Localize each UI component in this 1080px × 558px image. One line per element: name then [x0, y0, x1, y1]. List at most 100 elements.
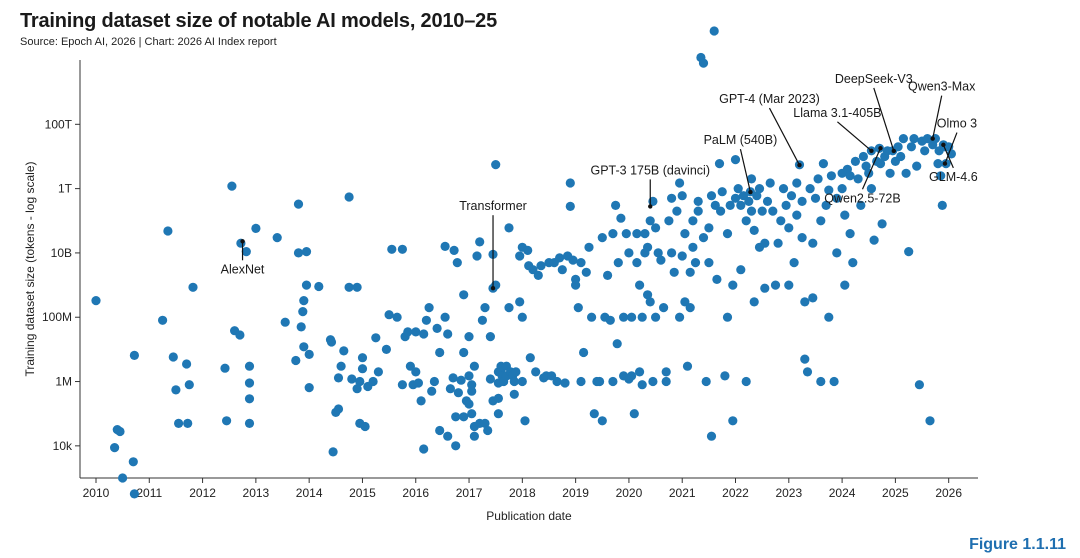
- data-point: [613, 258, 623, 268]
- x-tick-label: 2021: [669, 486, 696, 500]
- data-point: [347, 374, 357, 384]
- data-point: [424, 303, 434, 313]
- data-point: [690, 258, 701, 268]
- y-tick-label: 10B: [51, 246, 72, 260]
- data-point: [685, 267, 695, 277]
- annotation-marker: [878, 146, 883, 151]
- data-point: [557, 265, 567, 275]
- annotation-label: Transformer: [459, 199, 527, 213]
- data-point: [645, 216, 655, 226]
- x-tick-label: 2024: [829, 486, 856, 500]
- data-point: [576, 376, 586, 387]
- data-point: [573, 303, 583, 313]
- data-point: [451, 441, 461, 451]
- x-tick-label: 2023: [775, 486, 802, 500]
- data-point: [661, 376, 671, 387]
- data-point: [885, 168, 895, 178]
- data-point: [293, 248, 304, 258]
- data-point: [768, 206, 778, 216]
- data-point: [183, 418, 193, 428]
- data-point: [802, 367, 813, 377]
- data-point: [509, 389, 519, 399]
- data-point: [675, 178, 685, 188]
- data-point: [504, 223, 514, 233]
- data-point: [829, 376, 839, 387]
- data-point: [188, 282, 198, 292]
- data-point: [560, 378, 570, 388]
- data-point: [464, 399, 474, 409]
- y-tick-label: 10k: [53, 439, 73, 453]
- data-point: [581, 267, 591, 277]
- data-point: [875, 159, 886, 169]
- annotation-label: GPT-3 175B (davinci): [590, 163, 710, 177]
- data-point: [360, 421, 370, 432]
- data-point: [818, 159, 829, 169]
- data-point: [445, 384, 455, 394]
- x-tick-label: 2017: [456, 486, 483, 500]
- data-point: [746, 206, 757, 216]
- data-point: [531, 367, 541, 377]
- data-point: [856, 200, 866, 210]
- data-point: [536, 261, 546, 271]
- data-point: [816, 216, 826, 226]
- data-point: [728, 280, 738, 290]
- data-point: [866, 184, 877, 194]
- data-point: [368, 376, 378, 387]
- data-point: [517, 312, 527, 322]
- data-point: [722, 229, 733, 239]
- data-point: [937, 200, 947, 210]
- data-point: [824, 185, 834, 195]
- data-point: [858, 151, 869, 162]
- data-point: [749, 225, 759, 235]
- data-point: [786, 191, 797, 201]
- data-point: [301, 280, 312, 290]
- data-point: [637, 380, 647, 390]
- data-point: [832, 248, 842, 258]
- data-point: [656, 255, 666, 265]
- data-point: [635, 280, 645, 290]
- data-point: [597, 233, 607, 243]
- data-point: [301, 247, 312, 257]
- data-point: [384, 310, 394, 320]
- annotation-label: Qwen2.5-72B: [824, 191, 900, 205]
- data-point: [643, 290, 653, 300]
- data-point: [411, 367, 421, 377]
- data-point: [805, 184, 815, 194]
- data-point: [595, 376, 605, 387]
- data-point: [741, 376, 751, 387]
- annotation-leader-line: [837, 121, 872, 152]
- annotation-label: Llama 3.1-405B: [793, 106, 881, 120]
- data-point: [754, 184, 765, 194]
- annotation-leader-line: [873, 87, 895, 152]
- data-point: [392, 312, 402, 322]
- data-point: [568, 255, 578, 265]
- data-point: [906, 142, 917, 152]
- data-point: [722, 312, 733, 322]
- data-point: [115, 426, 125, 437]
- data-point: [565, 178, 575, 188]
- data-point: [611, 200, 621, 210]
- data-point: [685, 303, 695, 313]
- data-point: [680, 229, 690, 239]
- data-point: [344, 282, 354, 292]
- figure-label: Figure 1.1.11: [969, 536, 1066, 553]
- data-point: [616, 213, 626, 223]
- data-point: [397, 380, 407, 390]
- data-point: [605, 315, 615, 325]
- data-point: [467, 409, 477, 419]
- x-tick-label: 2011: [136, 486, 162, 500]
- data-point: [784, 280, 794, 290]
- annotation-marker: [490, 285, 496, 291]
- data-point: [608, 229, 618, 239]
- data-point: [251, 223, 261, 233]
- data-points: [91, 26, 957, 499]
- data-point: [328, 447, 338, 457]
- data-point: [493, 409, 503, 419]
- data-point: [352, 282, 362, 292]
- annotation-label: DeepSeek-V3: [835, 72, 913, 86]
- data-point: [714, 159, 725, 169]
- data-point: [235, 330, 245, 340]
- annotation-leader-line: [942, 144, 954, 169]
- data-point: [429, 376, 439, 387]
